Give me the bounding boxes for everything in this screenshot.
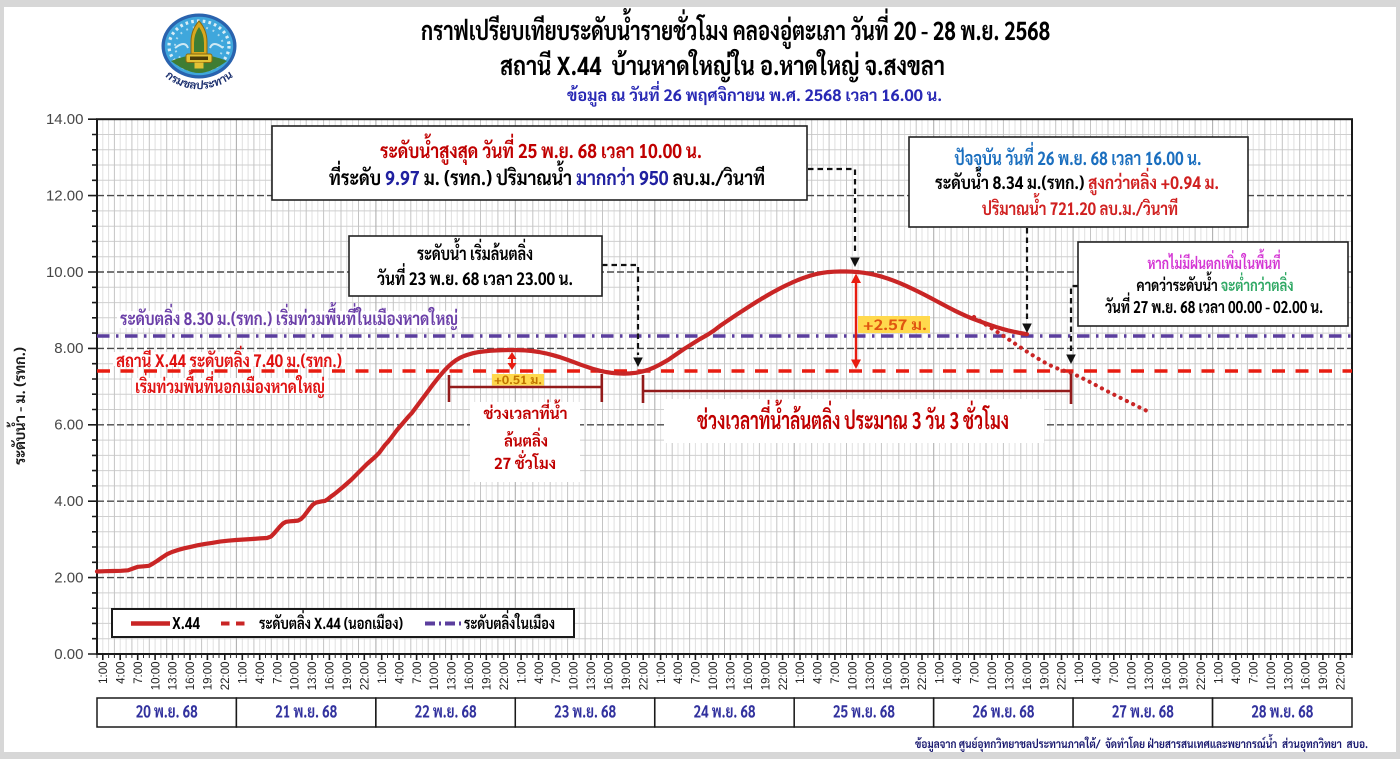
svg-text:22:00: 22:00	[638, 662, 650, 691]
svg-text:19:00: 19:00	[1039, 662, 1051, 691]
svg-text:13:00: 13:00	[726, 662, 738, 691]
svg-text:22:00: 22:00	[220, 662, 232, 691]
svg-text:19:00: 19:00	[203, 662, 215, 691]
svg-text:1:00: 1:00	[238, 662, 250, 684]
svg-text:4:00: 4:00	[673, 662, 685, 684]
svg-text:16:00: 16:00	[325, 662, 337, 691]
svg-text:13:00: 13:00	[447, 662, 459, 691]
svg-text:19:00: 19:00	[482, 662, 494, 691]
svg-text:12.00: 12.00	[46, 187, 84, 204]
svg-text:19:00: 19:00	[900, 662, 912, 691]
svg-text:10:00: 10:00	[1266, 662, 1278, 691]
svg-text:1:00: 1:00	[656, 662, 668, 684]
svg-text:22:00: 22:00	[1057, 662, 1069, 691]
svg-text:13:00: 13:00	[1004, 662, 1016, 691]
svg-text:19:00: 19:00	[342, 662, 354, 691]
svg-text:13:00: 13:00	[1144, 662, 1156, 691]
svg-text:7:00: 7:00	[1248, 662, 1260, 684]
svg-text:4.00: 4.00	[54, 493, 83, 510]
svg-text:1:00: 1:00	[1074, 662, 1086, 684]
svg-text:8.00: 8.00	[54, 340, 83, 357]
svg-text:10:00: 10:00	[987, 662, 999, 691]
svg-text:10.00: 10.00	[46, 264, 84, 281]
svg-text:0.00: 0.00	[54, 646, 83, 663]
svg-text:22:00: 22:00	[1196, 662, 1208, 691]
svg-text:1:00: 1:00	[795, 662, 807, 684]
svg-text:13:00: 13:00	[307, 662, 319, 691]
svg-text:10:00: 10:00	[150, 662, 162, 691]
svg-text:1:00: 1:00	[1214, 662, 1226, 684]
svg-text:16:00: 16:00	[743, 662, 755, 691]
svg-text:16:00: 16:00	[882, 662, 894, 691]
svg-text:16:00: 16:00	[1161, 662, 1173, 691]
svg-text:10:00: 10:00	[429, 662, 441, 691]
svg-text:7:00: 7:00	[551, 662, 563, 684]
svg-text:7:00: 7:00	[1109, 662, 1121, 684]
svg-text:10:00: 10:00	[708, 662, 720, 691]
svg-text:22:00: 22:00	[360, 662, 372, 691]
svg-text:1:00: 1:00	[98, 662, 110, 684]
svg-text:1:00: 1:00	[935, 662, 947, 684]
svg-text:13:00: 13:00	[865, 662, 877, 691]
svg-text:4:00: 4:00	[952, 662, 964, 684]
svg-text:16:00: 16:00	[1022, 662, 1034, 691]
svg-text:4:00: 4:00	[1231, 662, 1243, 684]
svg-text:6.00: 6.00	[54, 417, 83, 434]
svg-text:7:00: 7:00	[830, 662, 842, 684]
svg-text:2.00: 2.00	[54, 569, 83, 586]
svg-text:22:00: 22:00	[499, 662, 511, 691]
svg-text:4:00: 4:00	[1092, 662, 1104, 684]
svg-text:7:00: 7:00	[272, 662, 284, 684]
svg-text:10:00: 10:00	[290, 662, 302, 691]
svg-text:10:00: 10:00	[569, 662, 581, 691]
svg-text:16:00: 16:00	[1301, 662, 1313, 691]
svg-text:13:00: 13:00	[586, 662, 598, 691]
svg-text:13:00: 13:00	[168, 662, 180, 691]
svg-text:16:00: 16:00	[464, 662, 476, 691]
svg-text:7:00: 7:00	[133, 662, 145, 684]
svg-text:7:00: 7:00	[412, 662, 424, 684]
svg-text:19:00: 19:00	[1318, 662, 1330, 691]
svg-text:1:00: 1:00	[516, 662, 528, 684]
svg-text:7:00: 7:00	[970, 662, 982, 684]
svg-text:10:00: 10:00	[1126, 662, 1138, 691]
svg-text:4:00: 4:00	[394, 662, 406, 684]
svg-text:4:00: 4:00	[255, 662, 267, 684]
svg-text:19:00: 19:00	[1179, 662, 1191, 691]
svg-text:16:00: 16:00	[185, 662, 197, 691]
svg-text:22:00: 22:00	[778, 662, 790, 691]
svg-text:22:00: 22:00	[1336, 662, 1348, 691]
svg-text:4:00: 4:00	[813, 662, 825, 684]
svg-text:4:00: 4:00	[534, 662, 546, 684]
svg-text:19:00: 19:00	[760, 662, 772, 691]
svg-text:14.00: 14.00	[46, 111, 84, 128]
svg-text:10:00: 10:00	[848, 662, 860, 691]
svg-text:19:00: 19:00	[621, 662, 633, 691]
svg-text:7:00: 7:00	[691, 662, 703, 684]
svg-text:1:00: 1:00	[377, 662, 389, 684]
svg-text:13:00: 13:00	[1283, 662, 1295, 691]
svg-text:16:00: 16:00	[604, 662, 616, 691]
svg-text:22:00: 22:00	[917, 662, 929, 691]
svg-text:4:00: 4:00	[115, 662, 127, 684]
